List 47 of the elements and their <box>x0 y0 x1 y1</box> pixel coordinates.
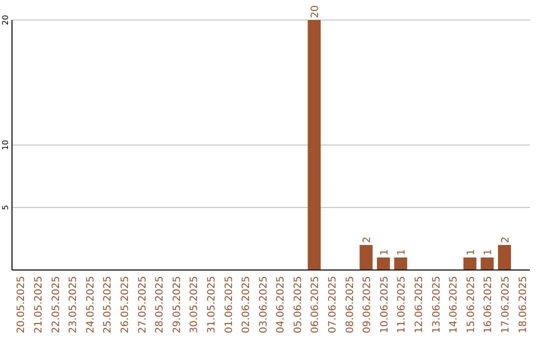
x-tick-label: 13.06.2025 <box>431 276 442 334</box>
x-tick-label: 03.06.2025 <box>258 276 270 334</box>
x-tick-label: 29.05.2025 <box>172 276 183 334</box>
x-tick-label: 09.06.2025 <box>362 276 374 334</box>
x-tick-label: 18.06.2025 <box>518 276 529 334</box>
x-tick-label: 23.05.2025 <box>68 276 80 334</box>
x-tick-label: 06.06.2025 <box>310 276 322 334</box>
x-tick-label: 10.06.2025 <box>379 276 390 334</box>
data-label: 1 <box>483 249 494 256</box>
data-label: 2 <box>500 236 512 243</box>
x-tick-label: 04.06.2025 <box>276 276 287 334</box>
x-tick-label: 11.06.2025 <box>396 276 408 334</box>
bar <box>308 20 321 270</box>
data-label: 1 <box>396 249 408 256</box>
bar <box>394 258 408 270</box>
y-tick-label: 5 <box>1 204 10 210</box>
x-tick-label: 02.06.2025 <box>241 276 252 334</box>
x-tick-label: 22.05.2025 <box>50 276 62 334</box>
x-tick-label: 12.06.2025 <box>414 276 426 334</box>
x-tick-label: 27.05.2025 <box>137 276 148 334</box>
x-tick-label: 05.06.2025 <box>292 276 304 334</box>
x-tick-label: 21.05.2025 <box>34 276 45 334</box>
x-tick-label: 28.05.2025 <box>154 276 166 334</box>
y-tick-label: 10 <box>1 140 10 150</box>
bar <box>360 245 373 270</box>
bar <box>480 258 494 270</box>
x-tick-label: 31.05.2025 <box>206 276 218 334</box>
x-tick-label: 30.05.2025 <box>189 276 200 334</box>
x-tick-label: 01.06.2025 <box>224 276 235 334</box>
bar <box>376 258 390 270</box>
x-tick-label: 15.06.2025 <box>466 276 477 334</box>
y-tick-label: 20 <box>1 14 10 26</box>
bar <box>463 258 476 270</box>
x-tick-label: 25.05.2025 <box>102 276 114 334</box>
x-tick-label: 16.06.2025 <box>483 276 494 334</box>
data-label: 1 <box>466 249 477 256</box>
x-tick-label: 26.05.2025 <box>120 276 131 334</box>
data-label: 20 <box>310 5 322 18</box>
x-tick-label: 07.06.2025 <box>328 276 339 334</box>
bar <box>498 245 511 270</box>
data-label: 2 <box>362 236 374 243</box>
x-tick-label: 24.05.2025 <box>85 276 96 334</box>
data-label: 1 <box>379 249 390 256</box>
x-tick-label: 14.06.2025 <box>448 276 460 334</box>
x-tick-label: 17.06.2025 <box>500 276 512 334</box>
x-tick-label: 20.05.2025 <box>16 276 28 334</box>
x-tick-label: 08.06.2025 <box>344 276 356 334</box>
